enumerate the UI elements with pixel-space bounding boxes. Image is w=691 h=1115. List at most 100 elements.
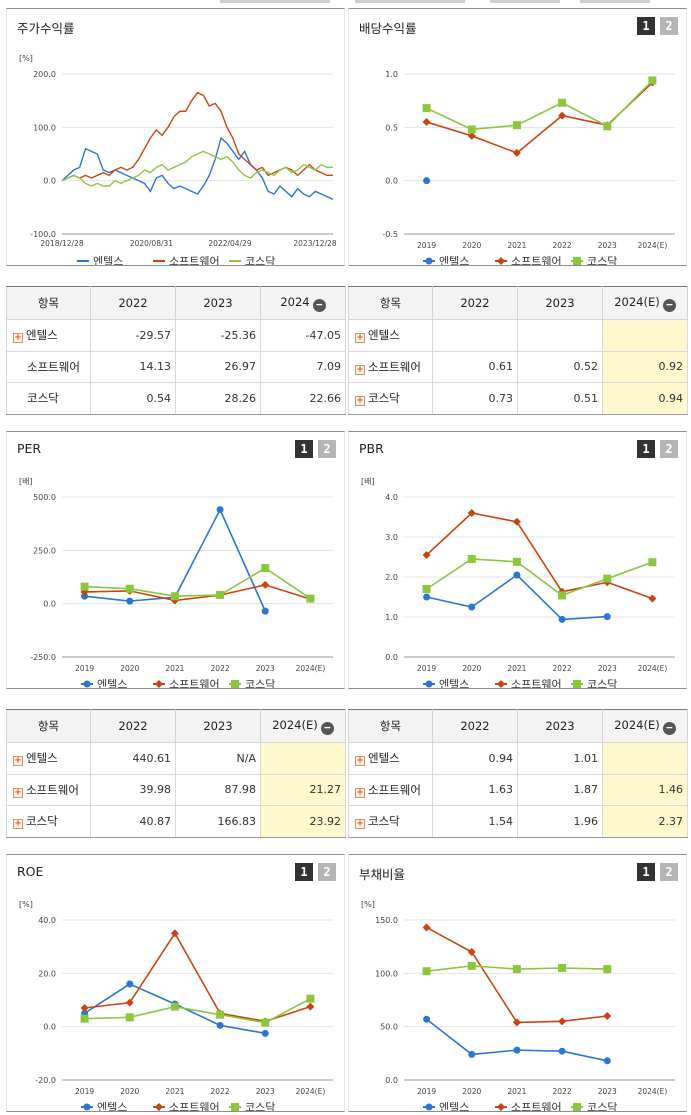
expand-icon[interactable]: + bbox=[13, 332, 23, 344]
row-label[interactable]: + 소프트웨어 bbox=[6, 773, 91, 806]
expand-icon[interactable]: + bbox=[13, 786, 23, 798]
row-label[interactable]: + 엔텔스 bbox=[348, 742, 433, 775]
top-tab-strip bbox=[220, 0, 660, 3]
table-header: 2024− bbox=[260, 286, 346, 320]
table-cell: 1.54 bbox=[432, 805, 518, 838]
series-line bbox=[426, 926, 608, 1024]
row-label[interactable]: + 코스닥 bbox=[348, 382, 433, 415]
page-2-button[interactable]: 2 bbox=[318, 440, 336, 458]
row-label[interactable]: + 엔텔스 bbox=[6, 742, 91, 775]
data-point bbox=[422, 967, 431, 976]
collapse-icon[interactable]: − bbox=[662, 298, 676, 312]
collapse-icon[interactable]: − bbox=[312, 298, 326, 312]
row-label[interactable]: + 소프트웨어 bbox=[348, 350, 433, 383]
row-label[interactable]: + 코스닥 bbox=[6, 805, 91, 838]
expand-icon[interactable]: + bbox=[355, 363, 365, 375]
expand-icon[interactable]: + bbox=[355, 755, 365, 767]
row-label[interactable]: + 코스닥 bbox=[348, 805, 433, 838]
table-row: + 코스닥 1.54 1.96 2.37 bbox=[348, 805, 688, 838]
x-tick-label: 2020/08/31 bbox=[130, 239, 173, 248]
table-cell: 2.37 bbox=[602, 805, 688, 838]
legend-label: 소프트웨어 bbox=[169, 678, 220, 688]
row-label[interactable]: + 소프트웨어 bbox=[348, 773, 433, 806]
x-tick-label: 2023 bbox=[256, 1087, 275, 1096]
page-2-button[interactable]: 2 bbox=[660, 17, 678, 35]
legend-marker bbox=[425, 680, 433, 688]
x-tick-label: 2019 bbox=[75, 664, 94, 673]
expand-icon[interactable]: + bbox=[355, 395, 365, 407]
table-header: 2023 bbox=[517, 709, 603, 743]
table-row: + 소프트웨어 1.63 1.87 1.46 bbox=[348, 773, 688, 806]
table-row: 코스닥 0.54 28.26 22.66 bbox=[6, 382, 346, 415]
table-cell: 7.09 bbox=[260, 350, 346, 383]
page-1-button[interactable]: 1 bbox=[637, 440, 655, 458]
table-cell: 0.51 bbox=[517, 382, 603, 415]
x-tick-label: 2018/12/28 bbox=[40, 239, 83, 248]
legend-label: 소프트웨어 bbox=[169, 255, 220, 265]
page-1-button[interactable]: 1 bbox=[295, 863, 313, 881]
legend-marker bbox=[497, 680, 505, 688]
legend-label: 코스닥 bbox=[587, 255, 617, 265]
table-cell: 39.98 bbox=[90, 773, 176, 806]
table-row: + 소프트웨어 0.61 0.52 0.92 bbox=[348, 350, 688, 383]
expand-icon[interactable]: + bbox=[13, 818, 23, 830]
page-1-button[interactable]: 1 bbox=[637, 17, 655, 35]
y-tick-label: 250.0 bbox=[33, 546, 56, 555]
debt-ratio-chart: [%]150.0 100.0 50.0 0.0 2019 2020 2021 2022 2023… bbox=[361, 900, 675, 1111]
page-2-button[interactable]: 2 bbox=[660, 440, 678, 458]
collapse-icon[interactable]: − bbox=[320, 721, 334, 735]
expand-icon[interactable]: + bbox=[355, 818, 365, 830]
data-point bbox=[170, 929, 179, 938]
row-label[interactable]: + 엔텔스 bbox=[6, 319, 91, 352]
x-tick-label: 2022 bbox=[553, 241, 572, 250]
data-point bbox=[422, 923, 431, 932]
table-cell: 23.92 bbox=[260, 805, 346, 838]
data-point bbox=[603, 965, 612, 974]
page-1-button[interactable]: 1 bbox=[637, 863, 655, 881]
legend-marker bbox=[155, 680, 163, 688]
data-point bbox=[513, 1046, 521, 1054]
expand-icon[interactable]: + bbox=[355, 332, 365, 344]
legend-marker bbox=[155, 1103, 163, 1111]
row-label[interactable]: + 엔텔스 bbox=[348, 319, 433, 352]
collapse-icon[interactable]: − bbox=[662, 721, 676, 735]
legend-label: 코스닥 bbox=[245, 255, 275, 265]
y-tick-label: 0.0 bbox=[385, 177, 398, 186]
data-point bbox=[80, 1004, 89, 1012]
table-header: 항목 bbox=[348, 286, 433, 320]
series-line bbox=[61, 150, 333, 187]
data-point bbox=[216, 1010, 225, 1019]
table-cell bbox=[517, 319, 603, 352]
data-point bbox=[125, 998, 134, 1007]
data-point bbox=[125, 1013, 134, 1022]
expand-icon[interactable]: + bbox=[355, 786, 365, 798]
table-row: + 엔텔스 440.61 N/A bbox=[6, 742, 346, 775]
dividend-yield-table: 항목 2022 2023 2024(E) − + 엔텔스 + 소프트웨어 0.61 0.52 0.92… bbox=[348, 286, 688, 415]
table-cell: 0.94 bbox=[432, 742, 518, 775]
table-row: + 코스닥 40.87 166.83 23.92 bbox=[6, 805, 346, 838]
y-tick-label: 20.0 bbox=[38, 969, 56, 978]
legend-marker bbox=[83, 1103, 91, 1111]
data-point bbox=[467, 555, 476, 563]
data-point bbox=[467, 131, 476, 140]
legend-label: 코스닥 bbox=[587, 678, 617, 688]
page-1-button[interactable]: 1 bbox=[295, 440, 313, 458]
legend-marker bbox=[573, 257, 581, 265]
x-tick-label: 2021 bbox=[507, 241, 526, 250]
legend-label: 코스닥 bbox=[587, 1101, 617, 1111]
table-header: 2024(E) − bbox=[260, 709, 346, 743]
page-2-button[interactable]: 2 bbox=[660, 863, 678, 881]
data-point bbox=[261, 564, 270, 573]
legend-label: 엔텔스 bbox=[439, 678, 469, 688]
x-tick-label: 2024(E) bbox=[296, 664, 326, 673]
expand-icon[interactable]: + bbox=[13, 755, 23, 767]
y-tick-label: -100.0 bbox=[30, 230, 56, 239]
table-cell: 1.01 bbox=[517, 742, 603, 775]
data-point bbox=[558, 1047, 566, 1055]
y-tick-label: 200.0 bbox=[33, 70, 56, 79]
x-tick-label: 2020 bbox=[462, 241, 481, 250]
page-2-button[interactable]: 2 bbox=[318, 863, 336, 881]
data-point bbox=[422, 551, 431, 559]
table-header: 2022 bbox=[432, 709, 518, 743]
